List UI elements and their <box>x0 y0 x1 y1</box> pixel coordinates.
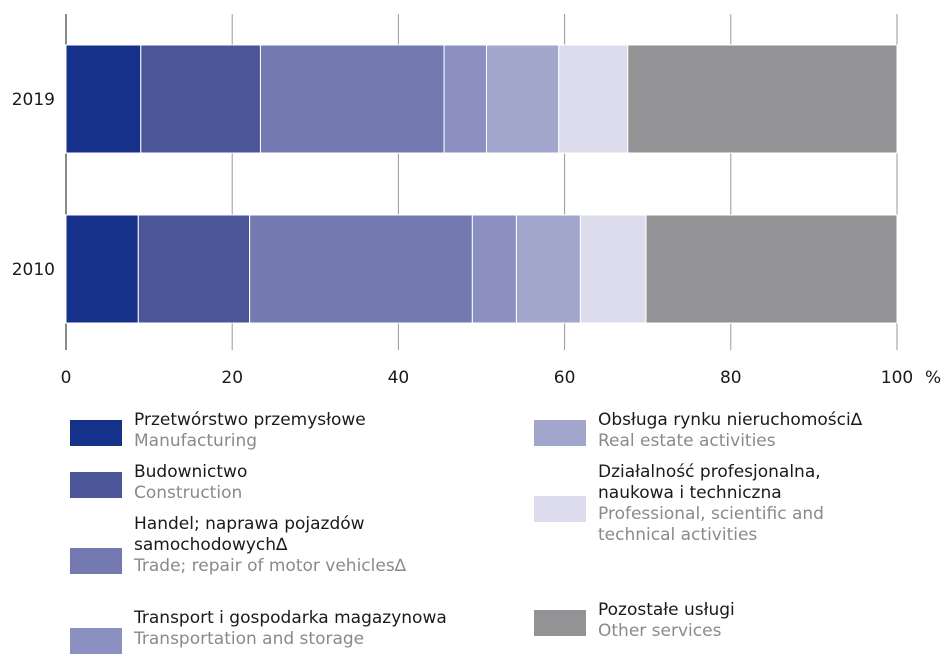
legend-swatch <box>70 548 122 574</box>
legend-label-en: Manufacturing <box>134 431 258 451</box>
legend-swatch <box>534 610 586 636</box>
bar-segment <box>645 214 898 324</box>
bar-segment <box>579 214 647 324</box>
legend-item-transport: Transport i gospodarka magazynowa Transp… <box>70 608 470 654</box>
legend-label-en: Construction <box>134 483 243 503</box>
x-tick-label: 40 <box>388 368 410 388</box>
legend-label: Obsługa rynku nieruchomości∆ <box>598 410 863 430</box>
legend-label-en: Real estate activities <box>598 431 776 451</box>
legend-swatch <box>70 628 122 654</box>
legend-item-professional: Działalność profesjonalna, naukowa i tec… <box>534 462 934 546</box>
stacked-bar-chart: 2019 2010 0 20 40 60 80 100% <box>12 14 942 388</box>
bar-segment <box>137 214 251 324</box>
bar-segment <box>471 214 517 324</box>
legend-swatch <box>70 472 122 498</box>
bar-segment <box>515 214 581 324</box>
legend-label: Budownictwo <box>134 462 248 482</box>
legend-swatch <box>534 420 586 446</box>
legend-label: Działalność profesjonalna, naukowa i tec… <box>598 462 821 503</box>
bar-segment <box>443 44 487 154</box>
legend-label: Pozostałe usługi <box>598 600 735 620</box>
y-axis-labels: 2019 2010 <box>12 90 55 280</box>
legend-item-other-services: Pozostałe usługi Other services <box>534 600 934 642</box>
bar-segment <box>627 44 898 154</box>
bar-segment <box>65 214 139 324</box>
y-category-label: 2010 <box>12 260 55 280</box>
bar-segment <box>558 44 629 154</box>
x-tick-label: 80 <box>720 368 742 388</box>
x-axis-labels: 0 20 40 60 80 100% <box>61 368 942 388</box>
legend-item-manufacturing: Przetwórstwo przemysłowe Manufacturing <box>70 410 470 452</box>
legend-label-en: Trade; repair of motor vehicles∆ <box>134 556 407 576</box>
x-unit-label: % <box>925 368 941 388</box>
x-tick-label: 20 <box>221 368 243 388</box>
x-tick-label: 100 <box>881 368 913 388</box>
legend-label-en: Transportation and storage <box>134 629 365 649</box>
legend-swatch <box>534 496 586 522</box>
legend-item-construction: Budownictwo Construction <box>70 462 470 504</box>
legend-item-trade: Handel; naprawa pojazdów samochodowych∆ … <box>70 514 470 577</box>
bar-segment <box>485 44 560 154</box>
legend: Przetwórstwo przemysłowe Manufacturing B… <box>0 410 943 671</box>
bars <box>65 44 898 324</box>
legend-label: Handel; naprawa pojazdów samochodowych∆ <box>134 514 365 555</box>
x-tick-label: 0 <box>61 368 72 388</box>
x-tick-label: 60 <box>554 368 576 388</box>
legend-label-en: Professional, scientific and technical a… <box>598 504 824 545</box>
bar-segment <box>140 44 261 154</box>
legend-label: Transport i gospodarka magazynowa <box>134 608 447 628</box>
bar-segment <box>249 214 473 324</box>
legend-item-real-estate: Obsługa rynku nieruchomości∆ Real estate… <box>534 410 934 452</box>
legend-swatch <box>70 420 122 446</box>
legend-label-en: Other services <box>598 621 722 641</box>
y-category-label: 2019 <box>12 90 55 110</box>
legend-label: Przetwórstwo przemysłowe <box>134 410 366 430</box>
bar-segment <box>65 44 142 154</box>
bar-segment <box>259 44 445 154</box>
